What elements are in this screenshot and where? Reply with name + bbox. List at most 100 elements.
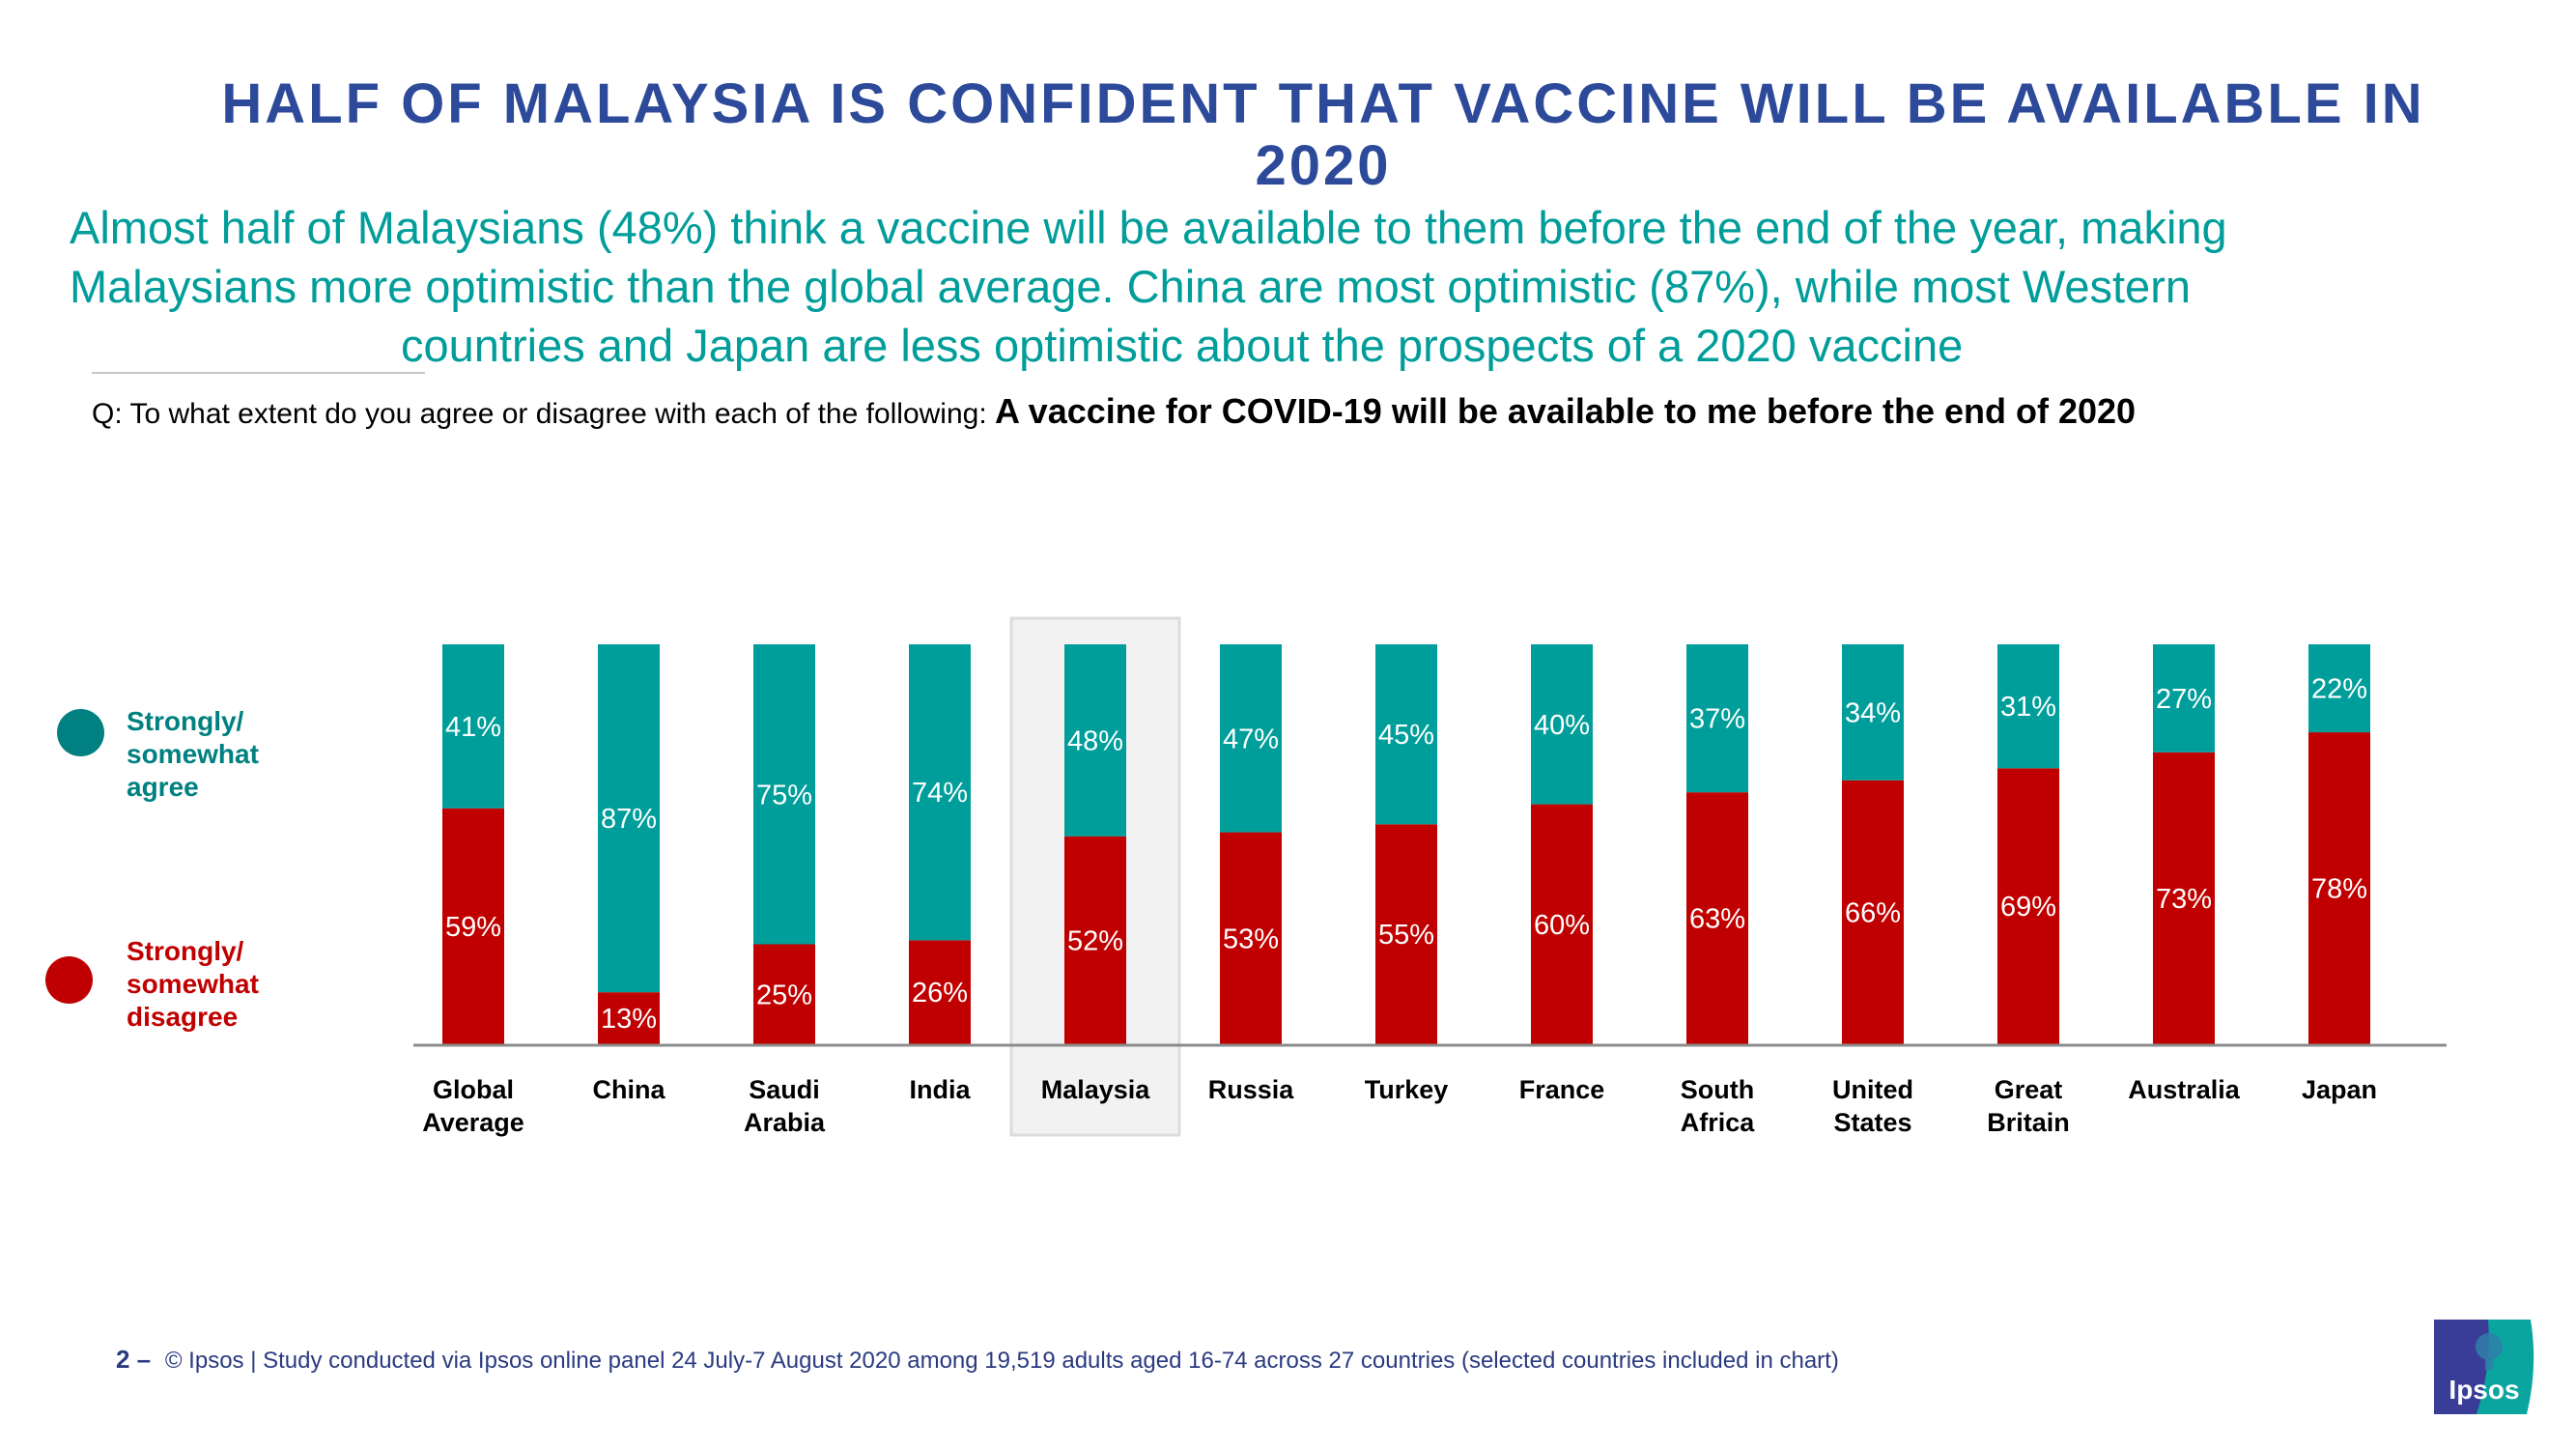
category-label: Japan [2302, 1075, 2377, 1104]
survey-question: Q: To what extent do you agree or disagr… [92, 391, 2506, 432]
legend-swatch-agree-icon [57, 709, 104, 756]
ipsos-logo-icon: Ipsos [2434, 1320, 2534, 1414]
bar-disagree [2308, 732, 2370, 1044]
bar-agree [1375, 644, 1437, 825]
bar-group: 87% 13% China [592, 644, 665, 1104]
bar-group: 74% 26% India [909, 644, 971, 1104]
bar-group: 75% 25% Saudi Arabia [744, 644, 826, 1137]
data-label-disagree: 26% [912, 978, 968, 1009]
data-label-agree: 31% [2000, 692, 2056, 723]
bar-disagree [598, 992, 660, 1044]
footer: 2 – © Ipsos | Study conducted via Ipsos … [116, 1345, 1839, 1375]
bar-disagree [2153, 752, 2215, 1044]
bar-agree [598, 644, 660, 993]
category-label: Britain [1987, 1108, 2070, 1137]
bar-agree [2308, 644, 2370, 733]
category-label: Africa [1681, 1108, 1756, 1137]
bar-agree [1686, 644, 1748, 793]
data-label-agree: 48% [1067, 725, 1123, 756]
bar-agree [909, 644, 971, 941]
title-line-2: 2020 [1255, 134, 1392, 197]
data-label-agree: 74% [912, 778, 968, 809]
bar-group: 45% 55% Turkey [1365, 644, 1449, 1104]
bar-disagree [1220, 832, 1282, 1044]
bar-disagree [1064, 836, 1126, 1044]
category-label: Average [422, 1108, 524, 1137]
data-label-agree: 37% [1689, 704, 1745, 735]
subtitle-line-2: Malaysians more optimistic than the glob… [70, 261, 2191, 312]
bar-agree [1220, 644, 1282, 833]
subtitle: Almost half of Malaysians (48%) think a … [70, 198, 2426, 375]
bar-group: 34% 66% United States [1832, 644, 1913, 1137]
category-label: Australia [2128, 1075, 2241, 1104]
category-label: India [909, 1075, 971, 1104]
category-label: Saudi [749, 1075, 820, 1104]
bar-disagree [909, 940, 971, 1044]
subtitle-line-3: countries and Japan are less optimistic … [401, 320, 1964, 371]
data-label-agree: 75% [756, 780, 812, 810]
category-label: Great [1995, 1075, 2063, 1104]
data-label-agree: 47% [1223, 724, 1279, 754]
category-label: Russia [1208, 1075, 1295, 1104]
data-label-agree: 27% [2156, 684, 2212, 715]
data-label-agree: 41% [445, 712, 501, 743]
data-label-disagree: 63% [1689, 904, 1745, 935]
category-label: Global [433, 1075, 514, 1104]
bar-disagree [442, 808, 504, 1044]
bar-disagree [1842, 780, 1904, 1044]
bar-group: 22% 78% Japan [2302, 644, 2377, 1104]
data-label-agree: 87% [601, 804, 657, 835]
bar-agree [753, 644, 815, 945]
bar-group: 31% 69% Great Britain [1987, 644, 2070, 1137]
bar-group: 27% 73% Australia [2128, 644, 2241, 1104]
question-statement: A vaccine for COVID-19 will be available… [995, 391, 2137, 431]
divider [92, 372, 425, 374]
data-label-disagree: 66% [1845, 897, 1901, 928]
legend-swatch-disagree-icon [45, 956, 93, 1004]
bar-group: 37% 63% South Africa [1681, 644, 1756, 1137]
data-label-agree: 22% [2311, 674, 2367, 705]
bar-group: 41% 59% Global Average [422, 644, 524, 1137]
page-number: 2 – [116, 1345, 152, 1374]
page-title: HALF OF MALAYSIA IS CONFIDENT THAT VACCI… [135, 73, 2511, 197]
category-label: Malaysia [1041, 1075, 1151, 1104]
data-label-disagree: 25% [756, 980, 812, 1010]
footer-source-text: © Ipsos | Study conducted via Ipsos onli… [164, 1348, 1839, 1374]
data-label-disagree: 60% [1534, 910, 1590, 941]
data-label-disagree: 53% [1223, 923, 1279, 954]
bar-disagree [1686, 792, 1748, 1044]
bar-group: 47% 53% Russia [1208, 644, 1295, 1104]
data-label-agree: 34% [1845, 697, 1901, 728]
data-label-disagree: 13% [601, 1004, 657, 1035]
data-label-disagree: 69% [2000, 892, 2056, 923]
bar-agree [442, 644, 504, 809]
bar-disagree [753, 944, 815, 1044]
bar-group: 48% 52% Malaysia [1041, 644, 1151, 1104]
data-label-disagree: 59% [445, 912, 501, 943]
category-label: States [1833, 1108, 1911, 1137]
subtitle-line-1: Almost half of Malaysians (48%) think a … [70, 202, 2227, 253]
category-label: China [592, 1075, 665, 1104]
bar-agree [1064, 644, 1126, 837]
logo-head-icon [2476, 1333, 2503, 1360]
bar-group: 40% 60% France [1519, 644, 1605, 1104]
bar-disagree [1997, 768, 2059, 1044]
category-label: South [1681, 1075, 1754, 1104]
category-label: France [1519, 1075, 1605, 1104]
bar-agree [1842, 644, 1904, 781]
bar-agree [1997, 644, 2059, 769]
bar-agree [2153, 644, 2215, 753]
data-label-disagree: 55% [1378, 920, 1434, 951]
title-line-1: HALF OF MALAYSIA IS CONFIDENT THAT VACCI… [221, 72, 2425, 135]
data-label-disagree: 52% [1067, 925, 1123, 956]
question-prefix: Q: To what extent do you agree or disagr… [92, 398, 996, 430]
logo-text: Ipsos [2449, 1375, 2519, 1405]
category-label: Turkey [1365, 1075, 1449, 1104]
bar-disagree [1375, 824, 1437, 1044]
bar-disagree [1531, 804, 1593, 1044]
chart-legend: Strongly/ somewhat agree Strongly/ somew… [0, 676, 406, 1063]
data-label-agree: 40% [1534, 710, 1590, 741]
legend-label-disagree: Strongly/ somewhat disagree [127, 936, 259, 1032]
data-label-disagree: 78% [2311, 874, 2367, 905]
